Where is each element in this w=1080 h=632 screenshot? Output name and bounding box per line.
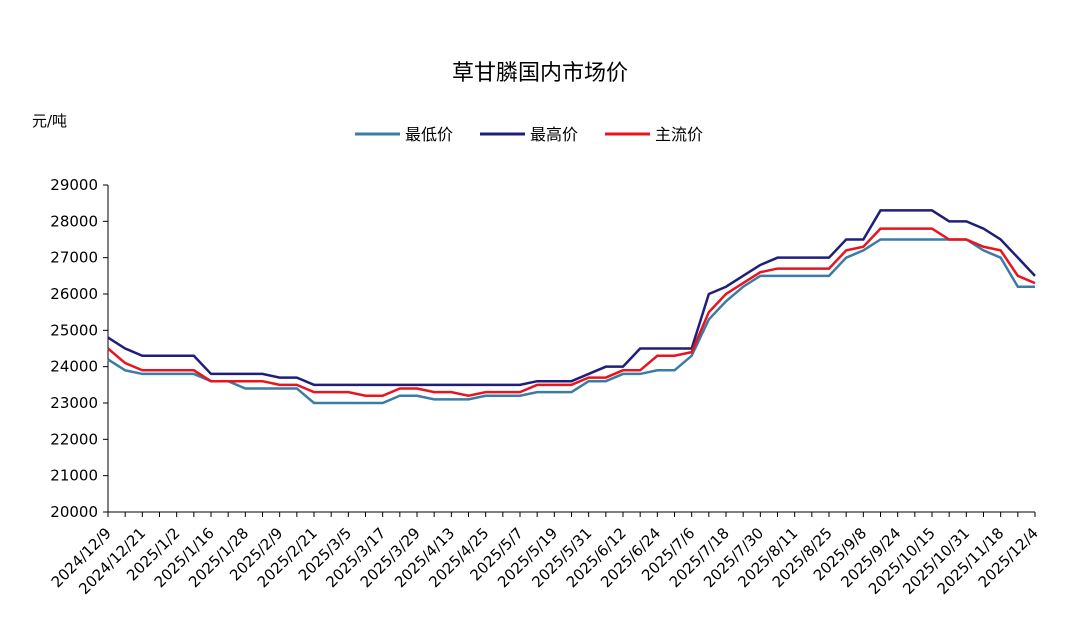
chart-title: 草甘膦国内市场价 [452,61,628,86]
y-tick-label: 26000 [50,285,98,303]
legend-label: 主流价 [655,125,703,144]
y-tick-label: 23000 [50,394,98,412]
y-axis-label: 元/吨 [32,112,67,130]
y-tick-label: 24000 [50,358,98,376]
legend: 最低价 最高价 主流价 [355,125,703,144]
series-line [107,209,1036,387]
series-line [107,227,1036,398]
legend-label: 最高价 [530,125,578,144]
y-tick-label: 25000 [50,321,98,339]
y-tick-label: 20000 [50,503,98,521]
y-tick-label: 22000 [50,430,98,448]
y-tick-label: 27000 [50,249,98,267]
y-tick-label: 28000 [50,212,98,230]
series-line [107,238,1035,405]
y-tick-label: 29000 [50,176,98,194]
legend-label: 最低价 [405,125,453,144]
y-tick-label: 21000 [50,467,98,485]
